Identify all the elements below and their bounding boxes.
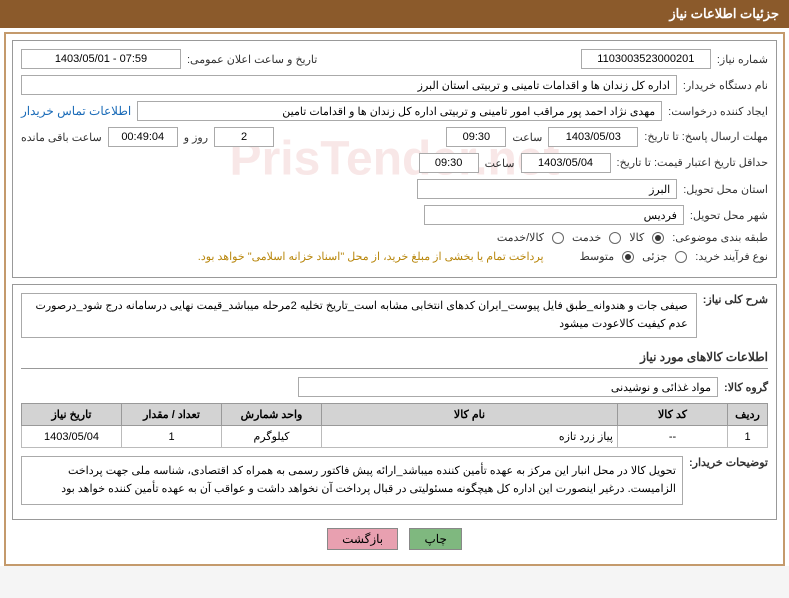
goods-group-label: گروه کالا: <box>724 381 768 394</box>
table-row: 1--پیاز زرد تازهکیلوگرم11403/05/04 <box>22 426 768 448</box>
cell-name: پیاز زرد تازه <box>322 426 618 448</box>
goods-option-label: کالا <box>629 231 644 244</box>
response-date-value: 1403/05/03 <box>548 127 638 147</box>
radio-goods[interactable] <box>652 232 664 244</box>
th-code: کد کالا <box>618 404 728 426</box>
radio-medium[interactable] <box>622 251 634 263</box>
delivery-province-value: البرز <box>417 179 677 199</box>
requester-value: مهدی نژاد احمد پور مراقب امور تامینی و ت… <box>137 101 662 121</box>
button-row: چاپ بازگشت <box>12 520 777 558</box>
th-qty: تعداد / مقدار <box>122 404 222 426</box>
remaining-label: ساعت باقی مانده <box>21 131 102 144</box>
requester-label: ایجاد کننده درخواست: <box>668 105 768 118</box>
th-row: ردیف <box>728 404 768 426</box>
details-panel: PrisTender.net شماره نیاز: 1103003523000… <box>12 40 777 278</box>
cell-qty: 1 <box>122 426 222 448</box>
delivery-province-label: استان محل تحویل: <box>683 183 768 196</box>
buyer-contact-link[interactable]: اطلاعات تماس خریدار <box>21 104 131 118</box>
service-option-label: خدمت <box>572 231 601 244</box>
buyer-notes-label: توضیحات خریدار: <box>689 456 768 469</box>
back-button[interactable]: بازگشت <box>327 528 398 550</box>
window-title: جزئیات اطلاعات نیاز <box>0 0 789 28</box>
general-desc-label: شرح کلی نیاز: <box>703 293 768 306</box>
price-validity-date-value: 1403/05/04 <box>521 153 611 173</box>
category-label: طبقه بندی موضوعی: <box>672 231 768 244</box>
goods-table: ردیف کد کالا نام کالا واحد شمارش تعداد /… <box>21 403 768 448</box>
goods-group-value: مواد غذائی و نوشیدنی <box>298 377 718 397</box>
payment-note: پرداخت تمام یا بخشی از مبلغ خرید، از محل… <box>198 250 544 263</box>
general-desc-value: صیفی جات و هندوانه_طبق فایل پیوست_ایران … <box>21 293 697 338</box>
need-number-value: 1103003523000201 <box>581 49 711 69</box>
cell-row: 1 <box>728 426 768 448</box>
cell-need_date: 1403/05/04 <box>22 426 122 448</box>
announce-date-value: 1403/05/01 - 07:59 <box>21 49 181 69</box>
partial-option-label: جزئی <box>642 250 667 263</box>
radio-service[interactable] <box>609 232 621 244</box>
delivery-city-label: شهر محل تحویل: <box>690 209 768 222</box>
radio-partial[interactable] <box>675 251 687 263</box>
print-button[interactable]: چاپ <box>409 528 461 550</box>
th-need-date: تاریخ نیاز <box>22 404 122 426</box>
price-validity-time-value: 09:30 <box>419 153 479 173</box>
main-frame: PrisTender.net شماره نیاز: 1103003523000… <box>4 32 785 566</box>
buyer-org-value: اداره کل زندان ها و اقدامات تامینی و ترب… <box>21 75 677 95</box>
delivery-city-value: فردیس <box>424 205 684 225</box>
time-label-2: ساعت <box>485 157 515 170</box>
announce-date-label: تاریخ و ساعت اعلان عمومی: <box>187 53 317 66</box>
th-unit: واحد شمارش <box>222 404 322 426</box>
radio-goods-service[interactable] <box>552 232 564 244</box>
goods-service-option-label: کالا/خدمت <box>497 231 544 244</box>
time-label-1: ساعت <box>512 131 542 144</box>
buyer-org-label: نام دستگاه خریدار: <box>683 79 768 92</box>
response-time-value: 09:30 <box>446 127 506 147</box>
buyer-notes-value: تحویل کالا در محل انبار این مرکز به عهده… <box>21 456 683 505</box>
th-name: نام کالا <box>322 404 618 426</box>
days-remaining-value: 2 <box>214 127 274 147</box>
need-number-label: شماره نیاز: <box>717 53 768 66</box>
cell-unit: کیلوگرم <box>222 426 322 448</box>
description-panel: شرح کلی نیاز: صیفی جات و هندوانه_طبق فای… <box>12 284 777 520</box>
time-remaining-value: 00:49:04 <box>108 127 178 147</box>
price-validity-label: حداقل تاریخ اعتبار قیمت: تا تاریخ: <box>617 156 768 170</box>
purchase-type-label: نوع فرآیند خرید: <box>695 250 768 263</box>
day-and-label: روز و <box>184 131 208 144</box>
goods-info-header: اطلاعات کالاهای مورد نیاز <box>21 346 768 369</box>
cell-code: -- <box>618 426 728 448</box>
response-deadline-label: مهلت ارسال پاسخ: تا تاریخ: <box>644 130 768 144</box>
medium-option-label: متوسط <box>580 250 615 263</box>
